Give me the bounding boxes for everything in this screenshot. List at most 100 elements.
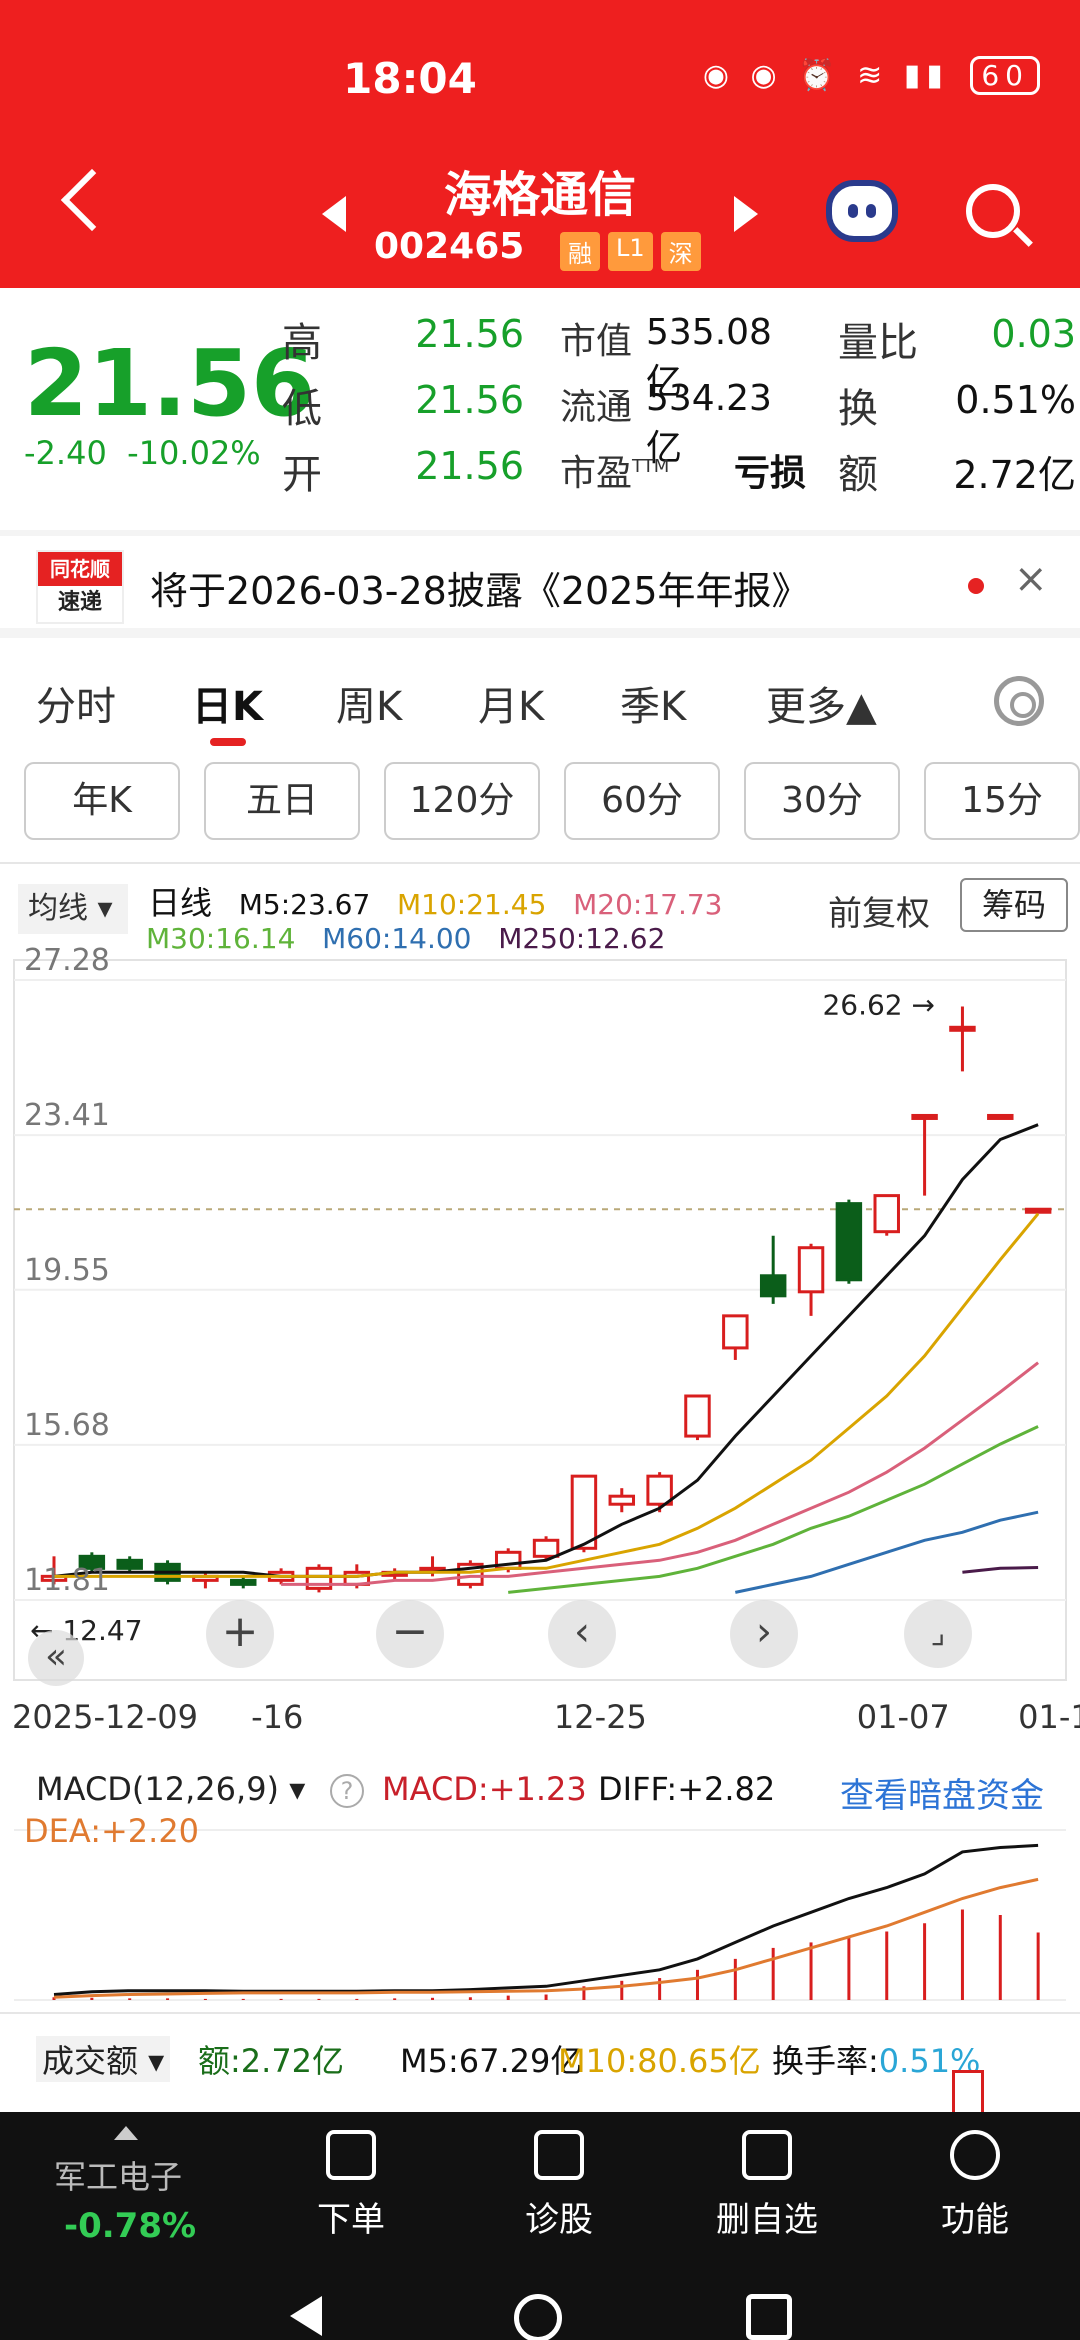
divider bbox=[0, 2012, 1080, 2014]
ma-line-m20 bbox=[281, 1361, 1040, 1586]
change-percent: -10.02% bbox=[127, 434, 261, 472]
pe-label: 市盈TTM bbox=[560, 444, 669, 496]
tab-intraday[interactable]: 分时 bbox=[36, 684, 116, 730]
float-value: 534.23亿 bbox=[646, 378, 772, 469]
notice-text[interactable]: 将于2026-03-28披露《2025年年报》 bbox=[150, 569, 810, 613]
scroll-left-fast-icon[interactable]: « bbox=[28, 1630, 84, 1686]
scroll-left-icon[interactable]: ‹ bbox=[548, 1600, 616, 1668]
tab-quarterly[interactable]: 季K bbox=[620, 684, 687, 730]
nav-recent-icon[interactable] bbox=[746, 2294, 792, 2340]
sector-name[interactable]: 军工电子 bbox=[54, 2158, 183, 2196]
next-stock-icon[interactable] bbox=[734, 196, 758, 232]
tag-level: L1 bbox=[608, 232, 653, 271]
remove-watchlist-label: 删自选 bbox=[716, 2200, 818, 2240]
search-icon[interactable] bbox=[966, 184, 1020, 238]
diagnose-icon bbox=[534, 2130, 584, 2180]
y-tick-label: 11.81 bbox=[24, 1563, 110, 1598]
ma-line-m30 bbox=[508, 1425, 1039, 1594]
tab-more[interactable]: 更多▲ bbox=[766, 684, 877, 730]
diagnose-button[interactable]: 诊股 bbox=[494, 2130, 624, 2241]
float-label: 流通 bbox=[560, 387, 633, 428]
expand-up-icon[interactable] bbox=[114, 2126, 138, 2140]
subtab-120min[interactable]: 120分 bbox=[384, 762, 540, 840]
dark-pool-link[interactable]: 查看暗盘资金 bbox=[840, 1776, 1044, 1816]
stock-code: 002465 bbox=[374, 226, 525, 267]
volume-ratio-value: 0.03 bbox=[991, 312, 1076, 356]
ma5-value: M5:23.67 bbox=[238, 888, 371, 921]
function-label: 功能 bbox=[941, 2200, 1009, 2240]
volume-ratio-label: 量比 bbox=[838, 320, 918, 366]
close-icon[interactable]: × bbox=[1014, 556, 1048, 602]
notice-bar[interactable]: 同花顺 速递 将于2026-03-28披露《2025年年报》 × bbox=[0, 530, 1080, 638]
candle-body bbox=[570, 1474, 598, 1550]
dea-line bbox=[53, 1877, 1039, 1999]
remove-watchlist-button[interactable]: 删自选 bbox=[702, 2130, 832, 2241]
ma-line-m60 bbox=[734, 1510, 1039, 1594]
price-adjust-label[interactable]: 前复权 bbox=[828, 894, 930, 934]
pe-ttm: TTM bbox=[632, 456, 670, 477]
macd-label: MACD(12,26,9) bbox=[36, 1770, 280, 1808]
fullscreen-icon[interactable]: ⌟ bbox=[904, 1600, 972, 1668]
ma-selector[interactable]: 均线 ▾ bbox=[18, 884, 128, 934]
scroll-right-icon[interactable]: › bbox=[730, 1600, 798, 1668]
tab-daily[interactable]: 日K bbox=[192, 684, 263, 730]
high-value: 21.56 bbox=[415, 312, 524, 356]
x-tick-label: 2025-12-09 bbox=[12, 1698, 198, 1736]
subtab-15min[interactable]: 15分 bbox=[924, 762, 1080, 840]
candle-body bbox=[116, 1558, 143, 1570]
prev-stock-icon[interactable] bbox=[322, 196, 346, 232]
tab-weekly[interactable]: 周K bbox=[336, 684, 403, 730]
nav-back-icon[interactable] bbox=[290, 2296, 322, 2336]
function-button[interactable]: 功能 bbox=[910, 2130, 1040, 2241]
settings-icon[interactable] bbox=[994, 676, 1044, 726]
ma10-value: M10:21.45 bbox=[397, 888, 547, 921]
subtab-five-day[interactable]: 五日 bbox=[204, 762, 360, 840]
chip-distribution-button[interactable]: 筹码 bbox=[960, 878, 1068, 932]
order-label: 下单 bbox=[317, 2200, 385, 2240]
candle-body bbox=[873, 1194, 900, 1234]
volume-m5: M5:67.29亿 bbox=[400, 2042, 583, 2080]
y-tick-label: 19.55 bbox=[24, 1253, 110, 1288]
mcap-label: 市值 bbox=[560, 321, 633, 362]
candle-body bbox=[722, 1314, 749, 1350]
zoom-out-icon[interactable]: − bbox=[376, 1600, 444, 1668]
turnover-label: 换 bbox=[838, 386, 878, 432]
subtab-30min[interactable]: 30分 bbox=[744, 762, 900, 840]
dea-value: DEA:+2.20 bbox=[24, 1812, 200, 1850]
robot-assistant-icon[interactable] bbox=[826, 180, 898, 242]
pe-value: 亏损 bbox=[733, 453, 806, 494]
ma20-value: M20:17.73 bbox=[573, 888, 723, 921]
zoom-in-icon[interactable]: + bbox=[206, 1600, 274, 1668]
subtab-year[interactable]: 年K bbox=[24, 762, 180, 840]
help-icon[interactable]: ? bbox=[330, 1774, 364, 1808]
diff-value: DIFF:+2.82 bbox=[598, 1770, 776, 1808]
volume-selector[interactable]: 成交额 ▾ bbox=[36, 2036, 171, 2082]
tab-monthly[interactable]: 月K bbox=[478, 684, 545, 730]
chart-frame bbox=[13, 959, 1067, 1681]
logo-top: 同花顺 bbox=[38, 552, 122, 586]
candle-body bbox=[835, 1202, 863, 1282]
volume-amount: 额:2.72亿 bbox=[198, 2042, 345, 2080]
candle-body bbox=[911, 1113, 938, 1120]
system-nav-bar bbox=[0, 2288, 1080, 2340]
tag-margin: 融 bbox=[560, 232, 600, 271]
ma-legend-row1: 日线 M5:23.67 M10:21.45 M20:17.73 bbox=[148, 878, 722, 924]
candle-body bbox=[646, 1474, 673, 1506]
macd-selector[interactable]: MACD(12,26,9) ▾ bbox=[36, 1770, 306, 1808]
turnover-rate-value: 0.51% bbox=[878, 2042, 981, 2080]
menu-icon bbox=[950, 2130, 1000, 2180]
ma30-value: M30:16.14 bbox=[146, 922, 296, 955]
bottom-toolbar: 军工电子 -0.78% 下单 诊股 删自选 功能 bbox=[0, 2112, 1080, 2340]
y-tick-label: 23.41 bbox=[24, 1098, 110, 1133]
order-button[interactable]: 下单 bbox=[286, 2130, 416, 2241]
mcap-value: 535.08亿 bbox=[646, 312, 772, 403]
turnover-rate-label: 换手率: bbox=[772, 2042, 879, 2080]
tag-market: 深 bbox=[660, 232, 701, 271]
nav-home-icon[interactable] bbox=[514, 2294, 562, 2340]
sub-period-tabs: 年K 五日 120分 60分 30分 15分 bbox=[0, 762, 1080, 846]
ma-line-m250 bbox=[962, 1566, 1039, 1574]
subtab-60min[interactable]: 60分 bbox=[564, 762, 720, 840]
ma60-value: M60:14.00 bbox=[322, 922, 472, 955]
open-value: 21.56 bbox=[415, 444, 524, 488]
